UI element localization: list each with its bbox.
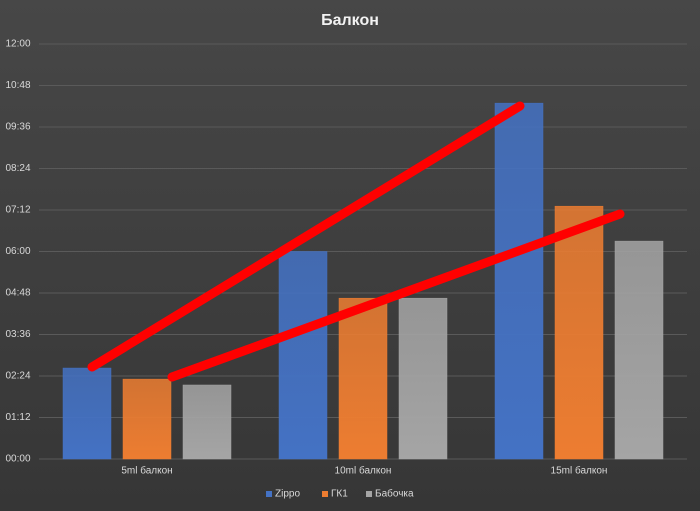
bar: [398, 297, 448, 460]
bar: [182, 384, 232, 460]
y-tick-label: 06:00: [5, 246, 30, 257]
annotations: [87, 101, 625, 382]
y-tick-label: 04:48: [5, 288, 30, 299]
bar: [278, 251, 328, 460]
x-tick-label: 10ml балкон: [335, 465, 392, 477]
y-tick-label: 09:36: [5, 122, 30, 133]
bar: [614, 240, 664, 460]
red-annotation-line: [87, 101, 525, 372]
y-tick-label: 08:24: [5, 163, 30, 174]
bar: [554, 205, 604, 460]
y-tick-label: 12:00: [5, 39, 30, 50]
legend-swatch: [322, 491, 328, 497]
chart-title: Балкон: [321, 12, 379, 29]
legend-label: ГК1: [331, 489, 348, 500]
bar: [338, 297, 388, 460]
legend-swatch: [366, 491, 372, 497]
x-tick-label: 5ml балкон: [121, 465, 172, 477]
y-tick-label: 03:36: [5, 329, 30, 340]
y-tick-label: 01:12: [5, 412, 30, 423]
y-tick-label: 10:48: [5, 80, 30, 91]
red-annotation-line: [167, 209, 625, 382]
y-tick-label: 00:00: [5, 454, 30, 465]
plot-area: 00:00 01:12 02:24 03:36 04:48 06:00 07:12 08:24…: [5, 39, 687, 500]
legend-label: Бабочка: [375, 488, 414, 500]
bar: [122, 378, 172, 460]
bar: [494, 102, 544, 460]
y-tick-label: 07:12: [5, 205, 30, 216]
legend-label: Zippo: [275, 489, 300, 500]
y-tick-label: 02:24: [5, 371, 30, 382]
bar: [62, 367, 112, 460]
x-tick-label: 15ml балкон: [551, 465, 608, 477]
legend-swatch: [266, 491, 272, 497]
